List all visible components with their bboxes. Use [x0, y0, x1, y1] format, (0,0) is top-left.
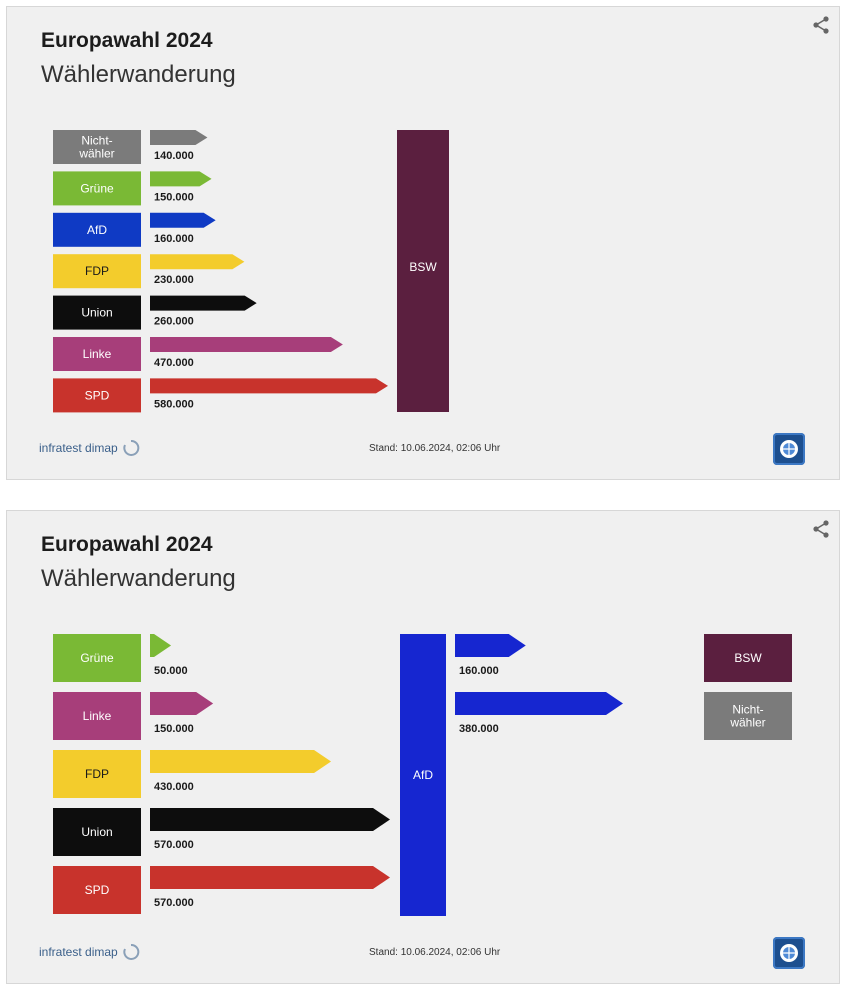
- chart-panel: Europawahl 2024 Wählerwanderung Nicht-wä…: [6, 6, 840, 480]
- timestamp: Stand: 10.06.2024, 02:06 Uhr: [369, 947, 501, 958]
- flow-arrow-spd: [150, 378, 388, 394]
- infratest-dimap-logo-icon: [123, 439, 140, 456]
- source-box-union: [53, 808, 141, 856]
- source-label-spd: SPD: [85, 883, 110, 897]
- flow-value-linke: 470.000: [154, 357, 194, 369]
- flow-arrow-fdp: [150, 254, 245, 270]
- flow-value-spd: 570.000: [154, 897, 194, 909]
- flow-arrow-spd: [150, 866, 390, 889]
- outflow-value-bsw: 160.000: [459, 665, 499, 677]
- destination-box-bsw: [704, 634, 792, 682]
- destination-label-nicht-wähler: Nicht-wähler: [729, 703, 765, 730]
- source-box-fdp: [53, 750, 141, 798]
- target-bar-afd: [400, 634, 446, 916]
- outflow-arrow-nicht-wähler: [455, 692, 623, 715]
- target-label-bsw: BSW: [409, 260, 437, 274]
- tagesschau-logo-icon[interactable]: [773, 937, 805, 969]
- source-box-nicht-wähler: [53, 130, 141, 164]
- destination-box-nicht-wähler: [704, 692, 792, 740]
- source: infratest dimap: [39, 943, 140, 961]
- timestamp: Stand: 10.06.2024, 02:06 Uhr: [369, 443, 501, 454]
- source-label-union: Union: [81, 825, 112, 839]
- flow-value-fdp: 230.000: [154, 274, 194, 286]
- source-box-union: [53, 295, 141, 330]
- source: infratest dimap: [39, 439, 140, 457]
- flow-arrow-afd: [150, 212, 216, 228]
- source-label-afd: AfD: [87, 223, 107, 237]
- source-label-spd: SPD: [85, 388, 110, 402]
- source-label: infratest dimap: [39, 441, 118, 455]
- flow-arrow-linke: [150, 337, 343, 352]
- flow-value-linke: 150.000: [154, 723, 194, 735]
- source-label-fdp: FDP: [85, 767, 109, 781]
- flow-value-afd: 160.000: [154, 233, 194, 245]
- flow-value-grüne: 50.000: [154, 665, 188, 677]
- destination-label-bsw: BSW: [734, 651, 762, 665]
- source-label: infratest dimap: [39, 945, 118, 959]
- flow-value-union: 570.000: [154, 839, 194, 851]
- source-box-grüne: [53, 634, 141, 682]
- outflow-value-nicht-wähler: 380.000: [459, 723, 499, 735]
- panel-subtitle: Wählerwanderung: [41, 565, 236, 592]
- flow-arrow-grüne: [150, 171, 212, 187]
- source-label-linke: Linke: [83, 709, 112, 723]
- source-box-linke: [53, 692, 141, 740]
- flow-value-fdp: 430.000: [154, 781, 194, 793]
- source-box-grüne: [53, 171, 141, 206]
- outflow-arrow-bsw: [455, 634, 526, 657]
- flow-arrow-fdp: [150, 750, 332, 773]
- flow-value-spd: 580.000: [154, 398, 194, 410]
- share-icon[interactable]: [811, 15, 831, 35]
- flow-arrow-union: [150, 295, 257, 311]
- panel-subtitle: Wählerwanderung: [41, 61, 236, 88]
- flow-value-union: 260.000: [154, 316, 194, 328]
- source-label-grüne: Grüne: [80, 651, 114, 665]
- voter-flow-chart-afd: Grüne 50.000 Linke 150.000 FDP 430.000 Union 57…: [53, 634, 792, 916]
- source-label-grüne: Grüne: [80, 181, 114, 195]
- source-box-afd: [53, 212, 141, 247]
- flow-value-grüne: 150.000: [154, 191, 194, 203]
- flow-arrow-nicht-wähler: [150, 130, 208, 145]
- source-label-fdp: FDP: [85, 264, 109, 278]
- tagesschau-logo-icon[interactable]: [773, 433, 805, 465]
- source-box-spd: [53, 378, 141, 413]
- panel-title: Europawahl 2024: [41, 533, 213, 556]
- infratest-dimap-logo-icon: [123, 943, 140, 960]
- share-icon[interactable]: [811, 519, 831, 539]
- source-label-nicht-wähler: Nicht-wähler: [78, 134, 114, 161]
- panel-title: Europawahl 2024: [41, 29, 213, 52]
- flow-arrow-linke: [150, 692, 214, 715]
- chart-panel: Europawahl 2024 Wählerwanderung Grüne 50.…: [6, 510, 840, 984]
- source-box-linke: [53, 337, 141, 371]
- source-box-fdp: [53, 254, 141, 289]
- flow-arrow-union: [150, 808, 390, 831]
- target-bar-bsw: [397, 130, 449, 412]
- flow-arrow-grüne: [150, 634, 172, 657]
- source-label-linke: Linke: [83, 347, 112, 361]
- source-box-spd: [53, 866, 141, 914]
- voter-flow-chart-bsw: Nicht-wähler 140.000 Grüne 150.000 AfD 160.00…: [53, 130, 449, 413]
- target-label-afd: AfD: [413, 768, 433, 782]
- source-label-union: Union: [81, 306, 112, 320]
- flow-value-nicht-wähler: 140.000: [154, 150, 194, 162]
